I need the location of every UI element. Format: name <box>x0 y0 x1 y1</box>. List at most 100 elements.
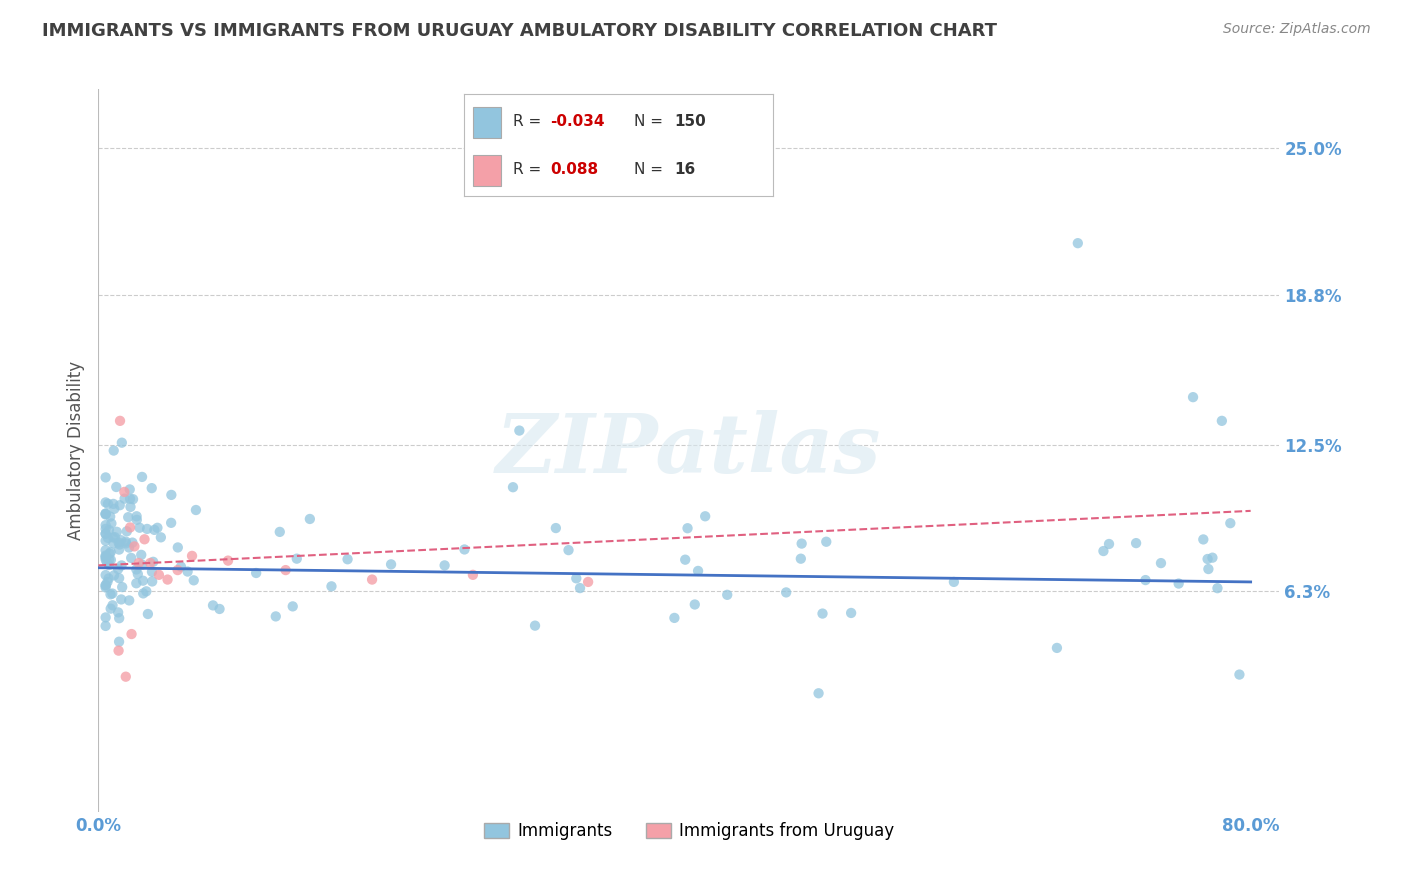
Point <box>1201 550 1223 565</box>
Point <box>103 536 125 550</box>
Point <box>125 562 148 576</box>
Point <box>565 571 588 585</box>
Point <box>114 670 136 684</box>
Point <box>121 535 143 549</box>
Point <box>122 492 145 507</box>
Point <box>775 585 797 599</box>
Point <box>97 523 120 537</box>
Point <box>321 579 343 593</box>
Point <box>103 497 125 511</box>
Point <box>121 627 143 641</box>
Point <box>269 524 291 539</box>
Point <box>108 571 131 585</box>
Point <box>716 588 738 602</box>
Point <box>664 611 686 625</box>
Point <box>94 549 117 564</box>
Point <box>100 516 122 531</box>
Point <box>108 414 131 428</box>
Point <box>94 470 117 484</box>
Text: -0.034: -0.034 <box>551 114 605 128</box>
Point <box>361 573 384 587</box>
Point <box>111 580 134 594</box>
Point <box>132 574 155 588</box>
Y-axis label: Ambulatory Disability: Ambulatory Disability <box>66 361 84 540</box>
Point <box>97 572 120 586</box>
Point <box>94 550 117 565</box>
Text: IMMIGRANTS VS IMMIGRANTS FROM URUGUAY AMBULATORY DISABILITY CORRELATION CHART: IMMIGRANTS VS IMMIGRANTS FROM URUGUAY AM… <box>42 22 997 40</box>
Point <box>160 516 183 530</box>
Point <box>1098 537 1121 551</box>
Point <box>107 606 129 620</box>
Text: ZIPatlas: ZIPatlas <box>496 410 882 491</box>
Point <box>264 609 287 624</box>
Point <box>110 533 132 548</box>
Text: N =: N = <box>634 114 668 128</box>
Point <box>120 500 142 514</box>
Point <box>125 509 148 524</box>
Point <box>131 470 153 484</box>
Point <box>807 686 830 700</box>
Point <box>148 567 170 582</box>
Point <box>141 565 163 579</box>
Point <box>1125 536 1147 550</box>
Point <box>217 553 239 567</box>
Point <box>183 574 205 588</box>
Point <box>502 480 524 494</box>
Point <box>453 542 475 557</box>
Point <box>114 491 136 506</box>
Point <box>811 607 834 621</box>
Point <box>94 507 117 521</box>
Point <box>94 578 117 592</box>
Point <box>94 581 117 595</box>
Point <box>100 553 122 567</box>
Point <box>1229 667 1251 681</box>
Point <box>103 501 125 516</box>
Point <box>94 543 117 558</box>
Point <box>118 541 141 555</box>
Point <box>105 480 128 494</box>
Point <box>101 586 124 600</box>
Point <box>146 521 169 535</box>
Point <box>98 546 121 560</box>
Point <box>103 531 125 545</box>
Point <box>120 491 142 506</box>
FancyBboxPatch shape <box>474 155 501 186</box>
Point <box>120 520 142 534</box>
Point <box>1211 414 1233 428</box>
Text: 0.088: 0.088 <box>551 162 599 178</box>
Point <box>101 599 124 613</box>
Point <box>98 509 121 524</box>
Point <box>94 578 117 592</box>
Point <box>245 566 267 580</box>
Point <box>94 533 117 548</box>
Point <box>170 559 193 574</box>
Point <box>128 521 150 535</box>
Point <box>96 555 118 569</box>
Point <box>97 497 120 511</box>
Point <box>115 524 138 539</box>
Point <box>1046 640 1069 655</box>
Point <box>676 521 699 535</box>
Point <box>96 574 118 589</box>
Point <box>125 576 148 591</box>
Point <box>136 522 159 536</box>
Point <box>111 435 134 450</box>
Point <box>380 558 402 572</box>
Point <box>176 565 198 579</box>
Point <box>433 558 456 573</box>
Point <box>141 481 163 495</box>
Point <box>208 602 231 616</box>
Point <box>94 549 117 563</box>
Point <box>94 518 117 533</box>
Point <box>131 558 153 572</box>
Point <box>108 542 131 557</box>
Point <box>336 552 359 566</box>
Point <box>97 531 120 545</box>
Point <box>94 507 117 521</box>
Point <box>166 541 188 555</box>
Text: R =: R = <box>513 114 547 128</box>
Point <box>94 568 117 582</box>
Point <box>1206 581 1229 595</box>
Point <box>135 584 157 599</box>
Point <box>105 524 128 539</box>
